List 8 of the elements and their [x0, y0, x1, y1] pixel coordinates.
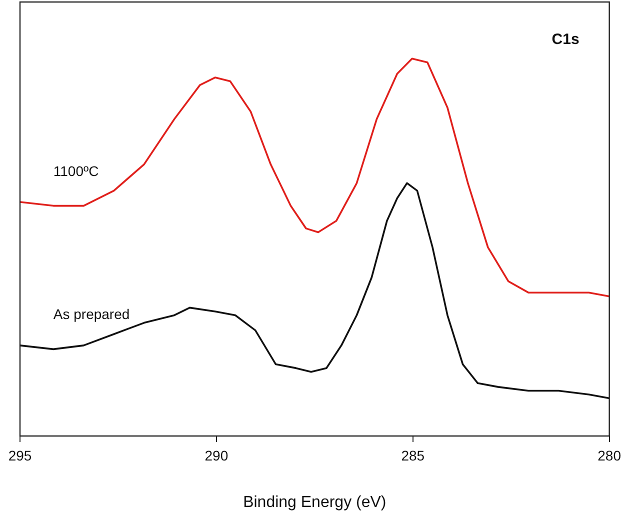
- x-tick-label: 280: [598, 447, 622, 464]
- x-tick-label: 295: [8, 447, 32, 464]
- x-tick-label: 285: [401, 447, 425, 464]
- text: C1s: [552, 31, 580, 48]
- x-axis-title: Binding Energy (eV): [243, 494, 386, 511]
- series-label: 1100ºC: [53, 162, 99, 179]
- series-label: As prepared: [53, 306, 130, 322]
- x-tick-label: 290: [204, 447, 228, 464]
